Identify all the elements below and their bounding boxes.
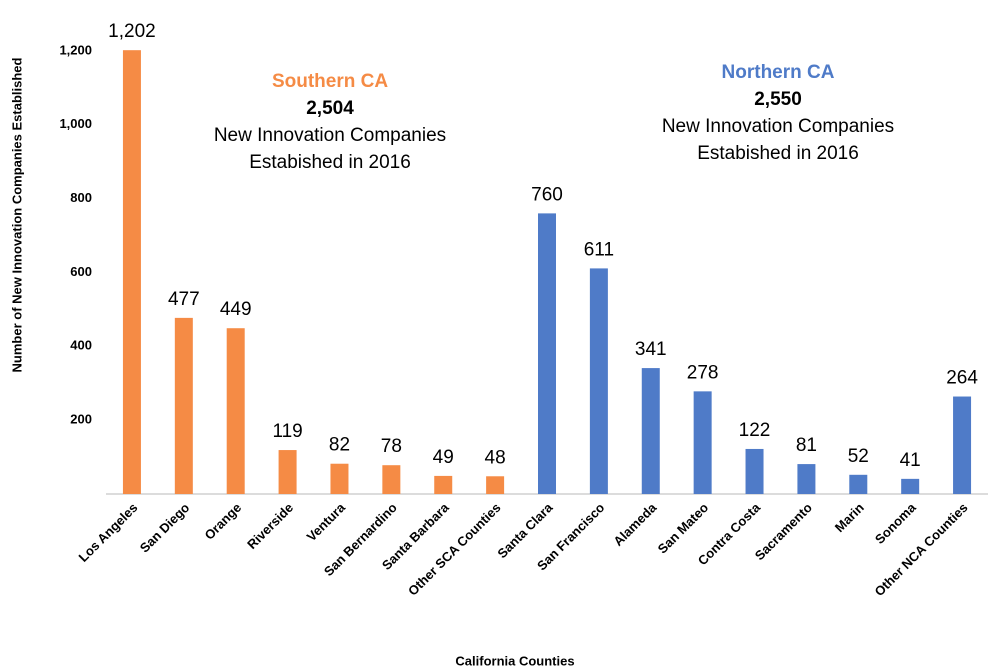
data-label: 341 — [635, 339, 667, 360]
annotation-text: Estabished in 2016 — [249, 152, 411, 173]
annotation-text: Estabished in 2016 — [697, 143, 859, 164]
bar — [382, 465, 401, 494]
bar — [693, 391, 712, 494]
annotation-heading: Northern CA — [722, 62, 835, 83]
bar — [330, 463, 349, 494]
x-tick-label: Los Angeles — [76, 500, 141, 565]
bar — [486, 476, 505, 494]
data-label: 82 — [329, 435, 350, 456]
y-tick-label: 1,200 — [59, 42, 92, 57]
x-tick-label: Marin — [832, 500, 867, 535]
data-label: 49 — [433, 447, 454, 468]
data-label: 611 — [584, 239, 614, 260]
data-label: 760 — [531, 184, 563, 205]
bar — [901, 478, 920, 494]
y-tick-label: 1,000 — [59, 116, 92, 131]
x-axis-label: California Counties — [455, 653, 574, 668]
data-label: 41 — [900, 450, 921, 471]
data-label: 264 — [946, 368, 978, 389]
annotation-total: 2,550 — [754, 89, 802, 110]
bar — [745, 448, 764, 494]
data-label: 52 — [848, 446, 869, 467]
x-tick-label: Ventura — [304, 499, 349, 544]
x-tick-label: Alameda — [610, 499, 659, 548]
bar — [538, 213, 556, 494]
x-tick-label: San Mateo — [655, 500, 712, 557]
annotation-text: New Innovation Companies — [214, 125, 446, 146]
y-tick-label: 400 — [70, 338, 92, 353]
x-tick-label: Sonoma — [872, 499, 919, 546]
x-tick-label: Riverside — [244, 500, 296, 552]
annotation-total: 2,504 — [306, 98, 354, 119]
y-tick-label: 200 — [70, 412, 92, 427]
y-tick-label: 800 — [70, 190, 92, 205]
bar — [641, 368, 660, 494]
bar — [797, 464, 816, 494]
y-tick-label: 600 — [70, 264, 92, 279]
x-tick-label: Other NCA Counties — [871, 500, 970, 599]
bar — [278, 450, 297, 494]
data-label: 449 — [220, 299, 252, 320]
data-label: 477 — [168, 289, 200, 310]
bar — [589, 268, 608, 494]
bar — [434, 475, 453, 494]
data-label: 1,202 — [108, 21, 156, 42]
annotation-text: New Innovation Companies — [662, 116, 894, 137]
data-label: 119 — [272, 421, 302, 442]
data-label: 48 — [485, 447, 506, 468]
x-tick-label: Other SCA Counties — [405, 500, 504, 599]
bar — [174, 317, 193, 494]
data-label: 81 — [796, 435, 817, 456]
x-tick-label: San Diego — [137, 500, 193, 556]
x-tick-label: Orange — [201, 500, 244, 543]
annotation-heading: Southern CA — [272, 71, 388, 92]
data-label: 122 — [739, 420, 771, 441]
bar — [849, 474, 868, 494]
bar — [122, 50, 141, 494]
data-label: 78 — [381, 436, 402, 457]
bar — [953, 396, 972, 494]
y-axis-label: Number of New Innovation Companies Estab… — [9, 57, 24, 372]
bar — [226, 328, 245, 494]
data-label: 278 — [687, 362, 719, 383]
